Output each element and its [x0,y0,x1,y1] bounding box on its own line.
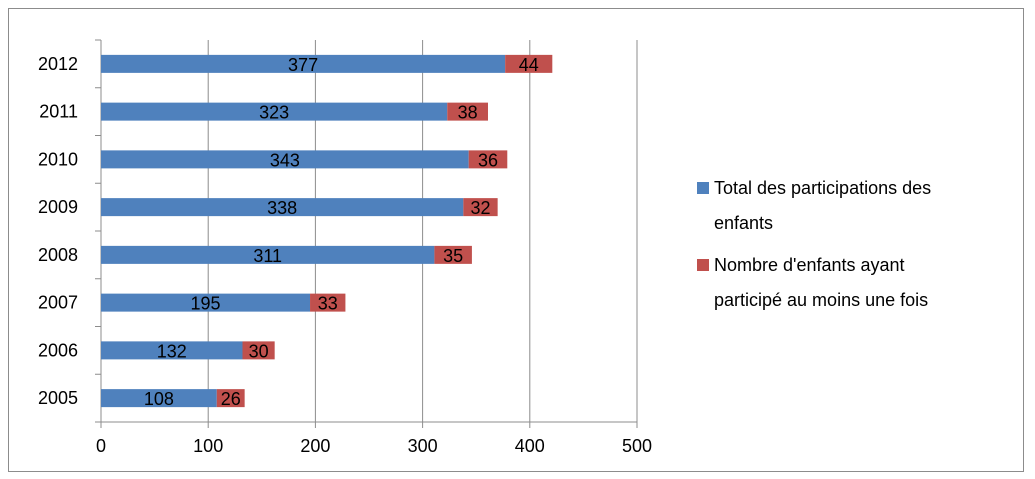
y-tick-label: 2006 [38,340,78,360]
bar-enfants-2011 [447,102,488,121]
data-label: 377 [288,55,318,75]
x-tick-label: 400 [515,436,545,456]
legend-label: Total des participations des [714,178,931,198]
data-label: 30 [249,341,269,361]
bar-enfants-2012 [505,54,553,73]
bar-total-2009 [101,198,464,217]
data-label: 44 [519,55,539,75]
x-tick-label: 100 [193,436,223,456]
legend-swatch-total [697,182,709,194]
y-tick-label: 2011 [39,102,78,122]
y-tick-label: 2008 [38,245,78,265]
bar-total-2011 [101,102,448,121]
y-tick-label: 2010 [38,149,78,169]
bar-total-2007 [101,293,311,312]
legend-label: Nombre d'enfants ayant [714,255,905,275]
x-tick-label: 0 [96,436,106,456]
bar-enfants-2010 [468,150,508,169]
data-label: 108 [144,389,174,409]
bar-enfants-2008 [434,245,472,264]
data-label: 26 [221,389,241,409]
data-label: 33 [318,294,338,314]
bar-enfants-2009 [463,198,498,217]
x-tick-label: 200 [300,436,330,456]
bar-total-2010 [101,150,469,169]
y-tick-label: 2005 [38,388,78,408]
bar-enfants-2007 [310,293,346,312]
data-label: 38 [458,103,478,123]
data-label: 36 [478,150,498,170]
legend-label: enfants [714,213,773,233]
legend-label: participé au moins une fois [714,290,928,310]
data-label: 195 [190,294,220,314]
bar-total-2005 [101,389,217,408]
y-tick-label: 2009 [38,197,78,217]
data-label: 323 [259,103,289,123]
data-label: 132 [157,341,187,361]
data-label: 35 [443,246,463,266]
data-label: 338 [267,198,297,218]
legend-swatch-enfants [697,259,709,271]
bar-enfants-2005 [216,389,245,408]
x-tick-label: 500 [622,436,652,456]
data-label: 311 [253,246,282,266]
y-tick-label: 2012 [38,54,78,74]
data-label: 32 [470,198,490,218]
bar-enfants-2006 [242,341,275,360]
bar-total-2006 [101,341,243,360]
bar-total-2012 [101,54,506,73]
bar-total-2008 [101,245,435,264]
y-tick-label: 2007 [38,293,78,313]
data-label: 343 [270,150,300,170]
x-tick-label: 300 [408,436,438,456]
